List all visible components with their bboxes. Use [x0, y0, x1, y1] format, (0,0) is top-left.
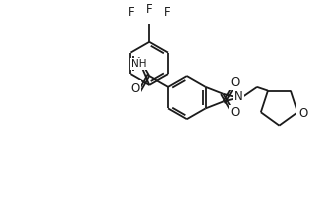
- Text: O: O: [299, 107, 308, 120]
- Text: F: F: [164, 7, 170, 19]
- Text: O: O: [231, 106, 240, 119]
- Text: O: O: [231, 76, 240, 89]
- Text: NH: NH: [131, 59, 146, 69]
- Text: N: N: [234, 90, 242, 103]
- Text: F: F: [128, 7, 135, 19]
- Text: O: O: [131, 82, 140, 95]
- Text: F: F: [146, 3, 153, 16]
